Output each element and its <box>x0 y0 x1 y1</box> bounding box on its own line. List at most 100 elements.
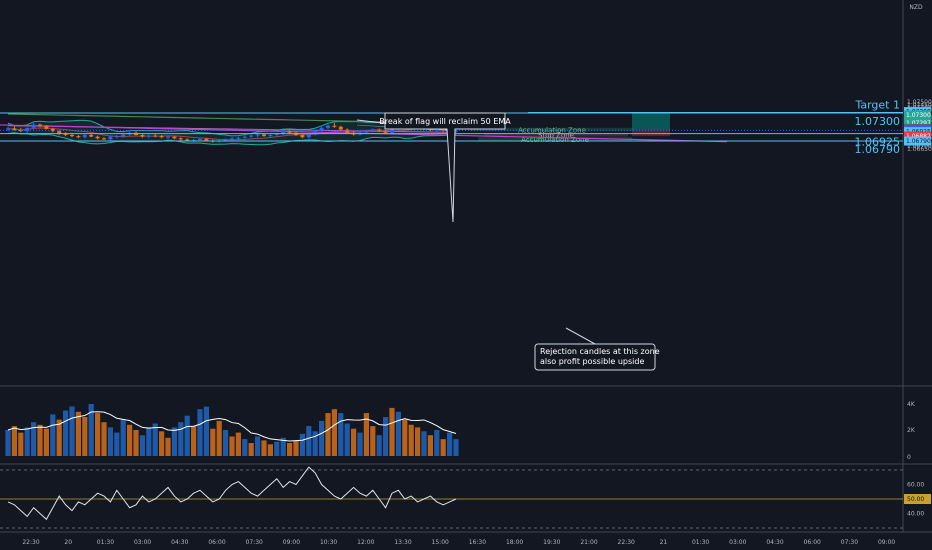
candle-body <box>89 135 94 137</box>
time-axis[interactable]: 22:30 20 01:30 03:00 04:30 06:00 07:30 09:00 10:… <box>22 539 895 546</box>
callout-pointer <box>565 327 596 345</box>
candle-body <box>383 131 388 133</box>
time-tick-label: 22:30 <box>618 539 635 546</box>
candle-body <box>262 134 266 137</box>
candle-body <box>300 135 305 138</box>
candle-body <box>345 129 350 133</box>
candle-body <box>108 136 113 140</box>
time-tick-label: 09:00 <box>283 539 300 546</box>
volume-bar <box>421 431 427 456</box>
volume-bar <box>159 431 165 456</box>
candle-body <box>319 127 324 131</box>
time-tick-label: 03:00 <box>729 539 746 546</box>
zone-box <box>478 137 632 142</box>
candle-body <box>70 135 74 137</box>
candle-body <box>236 137 241 139</box>
volume-bar <box>133 430 139 456</box>
volume-bar <box>402 419 408 456</box>
time-tick-label: 01:30 <box>692 539 709 546</box>
candle-body <box>313 130 318 135</box>
time-tick-label: 15:00 <box>432 539 449 546</box>
volume-bar <box>306 426 312 456</box>
candle-body <box>332 125 337 127</box>
volume-tick-label: 4K <box>907 401 916 408</box>
time-tick-label: 20 <box>64 539 72 546</box>
osc-tick-label: 60.00 <box>907 482 924 489</box>
time-tick-label: 04:30 <box>766 539 783 546</box>
volume-bar <box>447 432 453 456</box>
time-tick-label: 07:30 <box>246 539 263 546</box>
volume-bar <box>88 404 94 456</box>
candle-body <box>242 136 247 138</box>
volume-bar <box>299 433 305 456</box>
volume-bar <box>165 437 171 456</box>
time-tick-label: 21:00 <box>580 539 597 546</box>
volume-bar <box>223 430 229 456</box>
volume-bar <box>152 423 158 456</box>
level-price-tag-text: 1.06790 <box>906 138 931 145</box>
volume-bar <box>242 439 248 456</box>
candle-body <box>57 131 62 134</box>
volume-bar <box>357 432 363 456</box>
candle-body <box>121 134 126 137</box>
volume-bar <box>338 413 344 456</box>
time-tick-label: 12:00 <box>357 539 374 546</box>
volume-bar <box>408 424 414 456</box>
ema-200-line <box>7 113 457 125</box>
volume-bar <box>274 441 280 456</box>
volume-bar <box>440 439 446 456</box>
level-label: 1.06925 <box>855 136 901 149</box>
callout-text: Rejection candles at this zone <box>540 347 660 356</box>
candle-body <box>185 139 190 141</box>
stop-price-tag-text: 1.06882 <box>906 133 931 140</box>
time-tick-label: 19:30 <box>543 539 560 546</box>
candle-body <box>166 136 170 138</box>
volume-bar <box>216 420 222 456</box>
volume-bar <box>127 424 133 456</box>
volume-bar <box>56 419 62 456</box>
volume-bar <box>146 427 152 456</box>
candle-body <box>6 128 10 130</box>
volume-bar <box>203 406 209 456</box>
volume-bar <box>293 440 299 456</box>
time-tick-label: 03:00 <box>134 539 151 546</box>
volume-bar <box>50 414 56 456</box>
candle-body <box>159 136 164 138</box>
bollinger-fill <box>8 120 456 145</box>
volume-bar <box>248 443 254 456</box>
zone-box <box>470 127 634 132</box>
osc-tick-label: 40.00 <box>907 511 924 518</box>
volume-bar <box>267 444 273 456</box>
volume-bar <box>312 431 318 456</box>
candle-body <box>140 135 145 137</box>
candle-body <box>249 135 254 137</box>
candle-body <box>274 133 279 135</box>
candle-body <box>326 125 330 128</box>
volume-bar <box>197 409 203 456</box>
volume-tick-label: 0 <box>907 454 911 461</box>
volume-bar <box>120 419 126 456</box>
level-price-tag-text: 1.07297 <box>906 120 931 127</box>
volume-bar <box>139 435 145 456</box>
candle-body <box>390 128 394 133</box>
volume-bar <box>331 409 337 456</box>
callout-text: Break of flag will reclaim 50 EMA <box>379 117 511 126</box>
level-price-tag <box>904 136 931 146</box>
candle-body <box>178 138 183 140</box>
candle-body <box>44 125 49 129</box>
time-tick-label: 04:30 <box>171 539 188 546</box>
time-tick-label: 01:30 <box>97 539 114 546</box>
candle-body <box>63 133 68 135</box>
candle-body <box>204 138 209 141</box>
target-label: Target 1 <box>854 98 900 111</box>
candle-body <box>230 138 234 140</box>
candle-body <box>146 135 151 137</box>
volume-bar <box>229 436 235 456</box>
volume-bar <box>43 428 49 456</box>
time-tick-label: 13:30 <box>394 539 411 546</box>
time-tick-label: 22:30 <box>22 539 39 546</box>
candle-body <box>95 136 100 139</box>
candle-body <box>172 136 177 139</box>
